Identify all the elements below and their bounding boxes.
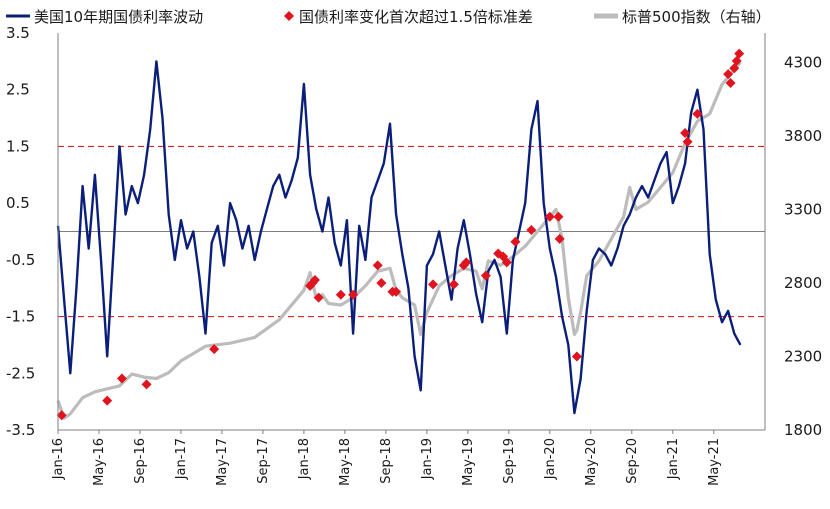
legend-diamond-swatch bbox=[284, 11, 294, 21]
x-tick-label: Sep-17 bbox=[256, 438, 271, 484]
x-tick-label: Sep-16 bbox=[133, 438, 148, 484]
marker-point bbox=[553, 211, 564, 222]
x-tick-label: May-21 bbox=[707, 438, 722, 486]
grid-layer bbox=[58, 145, 765, 318]
marker-point bbox=[682, 136, 693, 147]
marker-point bbox=[313, 292, 324, 303]
marker-point bbox=[428, 279, 439, 290]
markers-layer bbox=[56, 48, 745, 421]
marker-point bbox=[141, 379, 152, 390]
marker-point bbox=[116, 373, 127, 384]
legend-label: 标普500指数（右轴） bbox=[622, 8, 771, 26]
x-tick-label: Jan-18 bbox=[297, 438, 312, 480]
axes-layer: 3.5 2.5 1.5 0.5 -0.5 -1.5 -2.5 -3.5 4300 3800 3300… bbox=[6, 24, 822, 486]
y-left-tick-label: -1.5 bbox=[6, 308, 35, 326]
x-tick-label: May-19 bbox=[461, 438, 476, 486]
y-left-tick-label: 0.5 bbox=[6, 194, 30, 212]
marker-point bbox=[692, 108, 703, 119]
sp500-series-line bbox=[56, 61, 742, 420]
marker-point bbox=[209, 344, 220, 355]
x-tick-label: Sep-20 bbox=[625, 438, 640, 484]
marker-point bbox=[734, 48, 745, 59]
x-tick-label: May-20 bbox=[584, 438, 599, 486]
y-right-tick-label: 1800 bbox=[784, 421, 822, 439]
y-left-tick-label: 2.5 bbox=[6, 81, 30, 99]
marker-point bbox=[372, 260, 383, 271]
marker-point bbox=[56, 410, 67, 421]
x-tick-label: May-16 bbox=[92, 438, 107, 486]
x-tick-label: May-17 bbox=[215, 438, 230, 486]
marker-point bbox=[554, 233, 565, 244]
marker-point bbox=[461, 257, 472, 268]
x-tick-label: May-18 bbox=[338, 438, 353, 486]
y-left-tick-label: 1.5 bbox=[6, 137, 30, 155]
x-tick-label: Sep-18 bbox=[379, 438, 394, 484]
marker-point bbox=[448, 279, 459, 290]
y-right-tick-label: 2800 bbox=[784, 274, 822, 292]
treasury-volatility-series-line bbox=[56, 60, 742, 415]
marker-point bbox=[526, 225, 537, 236]
marker-point bbox=[391, 286, 402, 297]
y-left-tick-label: -2.5 bbox=[6, 364, 35, 382]
marker-point bbox=[102, 395, 113, 406]
marker-point bbox=[501, 257, 512, 268]
marker-point bbox=[571, 351, 582, 362]
marker-point bbox=[510, 236, 521, 247]
x-tick-label: Jan-16 bbox=[51, 438, 66, 480]
legend-label: 美国10年期国债利率波动 bbox=[34, 8, 203, 26]
marker-point bbox=[376, 277, 387, 288]
marker-point bbox=[335, 289, 346, 300]
y-right-tick-label: 4300 bbox=[784, 53, 822, 71]
marker-point bbox=[348, 289, 359, 300]
x-tick-label: Jan-17 bbox=[174, 438, 189, 480]
legend-label: 国债利率变化首次超过1.5倍标准差 bbox=[299, 8, 533, 26]
x-tick-label: Jan-19 bbox=[420, 438, 435, 480]
y-left-tick-label: -3.5 bbox=[6, 421, 35, 439]
series-layer bbox=[56, 60, 742, 420]
marker-point bbox=[480, 270, 491, 281]
y-right-tick-label: 2300 bbox=[784, 347, 822, 365]
marker-point bbox=[680, 127, 691, 138]
y-left-tick-label: -0.5 bbox=[6, 251, 35, 269]
x-tick-label: Jan-20 bbox=[543, 438, 558, 480]
y-right-tick-label: 3300 bbox=[784, 200, 822, 218]
marker-point bbox=[309, 275, 320, 286]
x-tick-label: Sep-19 bbox=[502, 438, 517, 484]
marker-point bbox=[723, 69, 734, 80]
marker-point bbox=[544, 211, 555, 222]
y-right-tick-label: 3800 bbox=[784, 127, 822, 145]
legend: 美国10年期国债利率波动 国债利率变化首次超过1.5倍标准差 标普500指数（右轴） bbox=[6, 8, 771, 26]
x-tick-label: Jan-21 bbox=[666, 438, 681, 480]
marker-point bbox=[725, 77, 736, 88]
y-left-tick-label: 3.5 bbox=[6, 24, 30, 42]
